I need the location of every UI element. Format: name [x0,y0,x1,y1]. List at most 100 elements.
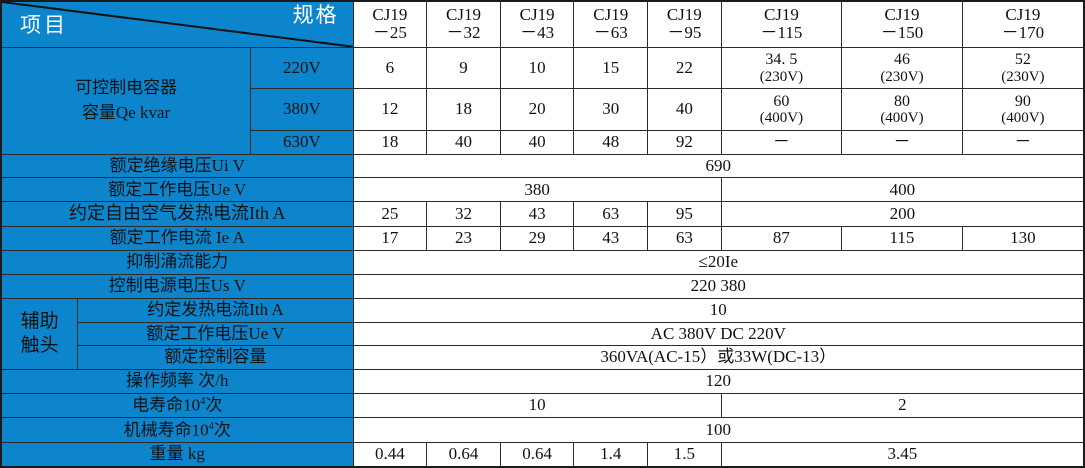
value-inrush-suppression: ≤20Ie [352,250,1085,275]
capacitor-row-380v: 380V 12 18 20 30 40 60 (400V) 80 (400V) 90… [1,88,1085,131]
working-current-cj19-32: 23 [426,226,501,252]
row-electrical-life: 电寿命104次 10 2 [0,392,1085,419]
weight-cj19-95: 1.5 [647,442,722,468]
thermal-current-cj19-43: 43 [499,201,575,228]
row-auxiliary-control-capacity: 额定控制容量 360VA(AC-15）或33W(DC-13） [1,345,1085,371]
capacitor-group-label: 可控制电容器 容量Qe kvar [0,46,252,155]
row-inrush-suppression: 抑制涌流能力 ≤20Ie [0,250,1085,275]
thermal-current-merged-right: 200 [720,201,1085,228]
capacitor-row-220v: 可控制电容器 容量Qe kvar 220V 6 9 10 15 22 34. 5… [0,46,1085,155]
capacitor-380v-cj19-170: 90 (400V) [961,88,1085,131]
working-current-cj19-95: 63 [647,226,722,252]
header-item-label: 项目 [20,13,68,37]
label-rated-working-voltage: 额定工作电压Ue V [0,177,354,203]
row-control-supply-voltage: 控制电源电压Us V 220 380 [0,273,1085,299]
capacitor-380v-cj19-63: 30 [573,88,649,131]
label-auxiliary-working-voltage: 额定工作电压Ue V [77,321,354,347]
capacitor-630v-cj19-95: 92 [647,129,722,155]
working-current-cj19-63: 43 [573,226,649,252]
label-weight: 重量 kg [0,442,354,468]
label-rated-working-current: 额定工作电流 Ie A [0,226,354,252]
value-control-supply-voltage: 220 380 [352,273,1085,299]
value-auxiliary-working-voltage: AC 380V DC 220V [352,321,1085,347]
capacitor-630v-cj19-25: 18 [352,129,428,155]
model-header-4: CJ19 －63 [573,0,649,48]
thermal-current-cj19-95: 95 [647,201,722,228]
capacitor-380v-cj19-32: 18 [426,88,501,131]
capacitor-630v-cj19-63: 48 [573,129,649,155]
capacitor-630v-cj19-115: － [720,129,843,155]
row-auxiliary-working-voltage: 额定工作电压Ue V AC 380V DC 220V [1,321,1085,347]
capacitor-label-line1: 可控制电容器 [75,78,178,98]
label-control-supply-voltage: 控制电源电压Us V [0,273,354,299]
working-current-cj19-170: 130 [961,226,1085,252]
capacitor-380v-cj19-43: 20 [499,88,575,131]
capacitor-380v-cj19-150: 80 (400V) [841,88,963,131]
label-auxiliary-thermal-current: 约定发热电流Ith A [77,297,354,323]
capacitor-voltage-630v: 630V [250,129,354,155]
value-electrical-life-right: 2 [720,392,1085,419]
capacitor-220v-cj19-95: 22 [647,46,722,90]
capacitor-380v-cj19-115: 60 (400V) [720,88,843,131]
label-inrush-suppression: 抑制涌流能力 [0,250,354,275]
capacitor-row-630v: 630V 18 40 40 48 92 － － － [1,129,1085,155]
auxiliary-label-line1: 辅助 [20,311,59,333]
capacitor-380v-cj19-25: 12 [352,88,428,131]
value-auxiliary-control-capacity: 360VA(AC-15）或33W(DC-13） [352,345,1085,371]
row-rated-working-current: 额定工作电流 Ie A 17 23 29 43 63 87 115 130 [0,226,1085,252]
label-electrical-life: 电寿命104次 [0,392,354,419]
weight-cj19-63: 1.4 [573,442,649,468]
working-current-cj19-25: 17 [352,226,428,252]
label-auxiliary-control-capacity: 额定控制容量 [77,345,354,371]
model-header-5: CJ19 －95 [647,0,722,48]
row-operating-frequency: 操作频率 次/h 120 [0,369,1085,394]
row-rated-insulation-voltage: 额定绝缘电压Ui V 690 [0,153,1085,179]
value-rated-working-voltage-left: 380 [352,177,722,203]
capacitor-220v-cj19-25: 6 [352,46,428,90]
value-auxiliary-thermal-current: 10 [352,297,1085,323]
row-rated-working-voltage: 额定工作电压Ue V 380 400 [0,177,1085,203]
row-weight: 重量 kg 0.44 0.64 0.64 1.4 1.5 3.45 [0,442,1085,468]
weight-merged-right: 3.45 [720,442,1085,468]
weight-cj19-43: 0.64 [499,442,575,468]
weight-cj19-25: 0.44 [352,442,428,468]
capacitor-630v-cj19-150: － [841,129,963,155]
value-mechanical-life: 100 [352,417,1085,444]
working-current-cj19-43: 29 [499,226,575,252]
label-thermal-current: 约定自由空气发热电流Ith A [0,201,354,228]
capacitor-voltage-220v: 220V [250,46,354,90]
capacitor-220v-cj19-32: 9 [426,46,501,90]
label-operating-frequency: 操作频率 次/h [0,369,354,394]
diagonal-divider-icon [2,2,353,47]
value-operating-frequency: 120 [352,369,1085,394]
thermal-current-cj19-25: 25 [352,201,428,228]
capacitor-220v-cj19-43: 10 [499,46,575,90]
model-header-2: CJ19 －32 [426,0,501,48]
capacitor-630v-cj19-43: 40 [499,129,575,155]
capacitor-220v-cj19-170: 52 (230V) [961,46,1085,90]
header-spec-label: 规格 [292,3,339,27]
table-header-row: 项目 规格 CJ19 －25 CJ19 －32 CJ19 －43 CJ19 －63 CJ… [0,0,1085,48]
label-rated-insulation-voltage: 额定绝缘电压Ui V [0,153,354,179]
header-corner-cell: 项目 规格 [0,0,354,48]
working-current-cj19-150: 115 [841,226,963,252]
model-header-6: CJ19 －115 [720,0,843,48]
capacitor-220v-cj19-150: 46 (230V) [841,46,963,90]
model-header-1: CJ19 －25 [352,0,428,48]
working-current-cj19-115: 87 [720,226,843,252]
weight-cj19-32: 0.64 [426,442,501,468]
value-rated-insulation-voltage: 690 [352,153,1085,179]
value-electrical-life-left: 10 [352,392,722,419]
row-auxiliary-thermal-current: 辅助 触头 约定发热电流Ith A 10 [0,297,1085,371]
thermal-current-cj19-32: 32 [426,201,501,228]
capacitor-630v-cj19-170: － [961,129,1085,155]
row-thermal-current: 约定自由空气发热电流Ith A 25 32 43 63 95 200 [0,201,1085,228]
capacitor-voltage-380v: 380V [250,88,354,131]
thermal-current-cj19-63: 63 [573,201,649,228]
model-header-3: CJ19 －43 [499,0,575,48]
label-mechanical-life: 机械寿命104次 [0,417,354,444]
capacitor-220v-cj19-63: 15 [573,46,649,90]
capacitor-220v-cj19-115: 34. 5 (230V) [720,46,843,90]
auxiliary-label-line2: 触头 [20,334,59,356]
